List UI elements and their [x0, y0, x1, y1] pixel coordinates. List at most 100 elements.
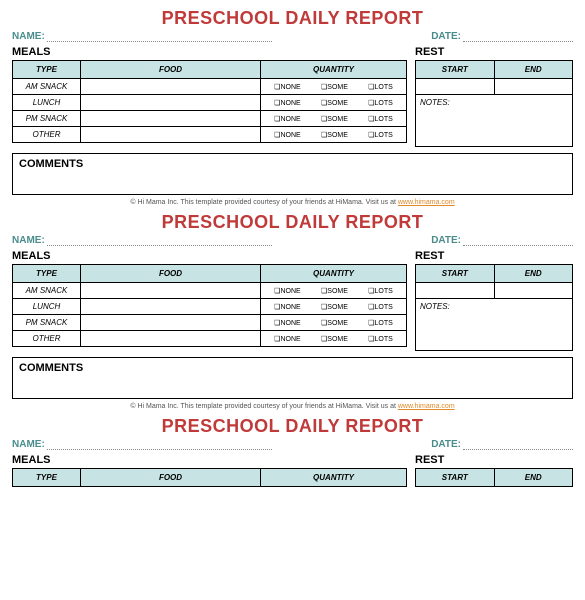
table-row: OTHER ❏NONE❏SOME❏LOTS: [13, 331, 407, 347]
meal-food[interactable]: [81, 111, 261, 127]
table-row: [416, 283, 573, 299]
meal-qty[interactable]: ❏NONE❏SOME❏LOTS: [261, 95, 407, 111]
meal-qty[interactable]: ❏NONE❏SOME❏LOTS: [261, 79, 407, 95]
date-line[interactable]: [463, 236, 573, 246]
name-label: NAME:: [12, 31, 45, 42]
date-line[interactable]: [463, 440, 573, 450]
footer-link[interactable]: www.himama.com: [398, 199, 455, 206]
comments-box[interactable]: COMMENTS: [12, 153, 573, 195]
table-row: NOTES:: [416, 95, 573, 147]
rest-header-row: START END: [416, 469, 573, 487]
rest-start[interactable]: [416, 79, 495, 95]
meals-table: TYPE FOOD QUANTITY AM SNACK ❏NONE❏SOME❏L…: [12, 60, 407, 143]
table-row: PM SNACK ❏NONE❏SOME❏LOTS: [13, 315, 407, 331]
comments-header: COMMENTS: [19, 158, 566, 170]
date-label: DATE:: [431, 439, 461, 450]
table-row: LUNCH ❏NONE❏SOME❏LOTS: [13, 299, 407, 315]
table-row: AM SNACK ❏NONE❏SOME❏LOTS: [13, 79, 407, 95]
table-row: AM SNACK ❏NONE❏SOME❏LOTS: [13, 283, 407, 299]
meal-type: OTHER: [13, 127, 81, 143]
comments-box[interactable]: COMMENTS: [12, 357, 573, 399]
col-food: FOOD: [81, 61, 261, 79]
meal-food[interactable]: [81, 299, 261, 315]
meal-food[interactable]: [81, 95, 261, 111]
date-field: DATE:: [431, 31, 573, 42]
meal-type: OTHER: [13, 331, 81, 347]
meal-qty[interactable]: ❏NONE❏SOME❏LOTS: [261, 315, 407, 331]
meal-food[interactable]: [81, 79, 261, 95]
col-start: START: [416, 469, 495, 487]
date-line[interactable]: [463, 32, 573, 42]
name-field: NAME:: [12, 31, 272, 42]
name-line[interactable]: [47, 32, 272, 42]
meals-table: TYPE FOOD QUANTITY: [12, 468, 407, 487]
comments-header: COMMENTS: [19, 362, 566, 374]
col-end: END: [494, 469, 573, 487]
report-title: PRESCHOOL DAILY REPORT: [12, 8, 573, 29]
name-field: NAME:: [12, 439, 272, 450]
table-row: OTHER ❏NONE❏SOME❏LOTS: [13, 127, 407, 143]
rest-section: REST START END NOTES:: [415, 250, 573, 351]
rest-start[interactable]: [416, 283, 495, 299]
rest-header: REST: [415, 46, 573, 58]
rest-end[interactable]: [494, 79, 573, 95]
col-type: TYPE: [13, 469, 81, 487]
meal-qty[interactable]: ❏NONE❏SOME❏LOTS: [261, 127, 407, 143]
rest-notes[interactable]: NOTES:: [416, 95, 573, 147]
meal-food[interactable]: [81, 331, 261, 347]
meals-header: MEALS: [12, 46, 407, 58]
col-quantity: QUANTITY: [261, 61, 407, 79]
rest-header-row: START END: [416, 265, 573, 283]
footer-link[interactable]: www.himama.com: [398, 403, 455, 410]
date-field: DATE:: [431, 235, 573, 246]
name-date-row: NAME: DATE:: [12, 439, 573, 450]
meals-section: MEALS TYPE FOOD QUANTITY: [12, 454, 407, 487]
meals-section: MEALS TYPE FOOD QUANTITY AM SNACK ❏NONE❏…: [12, 46, 407, 147]
meal-food[interactable]: [81, 283, 261, 299]
footer-credit: © Hi Mama Inc. This template provided co…: [12, 199, 573, 206]
date-field: DATE:: [431, 439, 573, 450]
meal-type: AM SNACK: [13, 79, 81, 95]
rest-table: START END NOTES:: [415, 264, 573, 351]
meal-qty[interactable]: ❏NONE❏SOME❏LOTS: [261, 299, 407, 315]
report-card: PRESCHOOL DAILY REPORT NAME: DATE: MEALS…: [12, 212, 573, 410]
meal-type: AM SNACK: [13, 283, 81, 299]
col-type: TYPE: [13, 61, 81, 79]
report-title: PRESCHOOL DAILY REPORT: [12, 416, 573, 437]
table-row: LUNCH ❏NONE❏SOME❏LOTS: [13, 95, 407, 111]
col-food: FOOD: [81, 469, 261, 487]
meals-section: MEALS TYPE FOOD QUANTITY AM SNACK ❏NONE❏…: [12, 250, 407, 351]
name-line[interactable]: [47, 440, 272, 450]
rest-section: REST START END: [415, 454, 573, 487]
meal-food[interactable]: [81, 127, 261, 143]
meals-rest-row: MEALS TYPE FOOD QUANTITY AM SNACK ❏NONE❏…: [12, 250, 573, 351]
meals-header: MEALS: [12, 250, 407, 262]
name-field: NAME:: [12, 235, 272, 246]
report-title: PRESCHOOL DAILY REPORT: [12, 212, 573, 233]
rest-end[interactable]: [494, 283, 573, 299]
rest-table: START END: [415, 468, 573, 487]
col-end: END: [494, 265, 573, 283]
meal-food[interactable]: [81, 315, 261, 331]
meal-type: PM SNACK: [13, 315, 81, 331]
rest-notes[interactable]: NOTES:: [416, 299, 573, 351]
col-end: END: [494, 61, 573, 79]
meal-type: PM SNACK: [13, 111, 81, 127]
date-label: DATE:: [431, 31, 461, 42]
rest-header: REST: [415, 454, 573, 466]
table-row: PM SNACK ❏NONE❏SOME❏LOTS: [13, 111, 407, 127]
meals-rest-row: MEALS TYPE FOOD QUANTITY REST START END: [12, 454, 573, 487]
footer-credit: © Hi Mama Inc. This template provided co…: [12, 403, 573, 410]
meal-qty[interactable]: ❏NONE❏SOME❏LOTS: [261, 283, 407, 299]
table-row: [416, 79, 573, 95]
report-card: PRESCHOOL DAILY REPORT NAME: DATE: MEALS…: [12, 8, 573, 206]
meals-header: MEALS: [12, 454, 407, 466]
rest-table: START END NOTES:: [415, 60, 573, 147]
name-line[interactable]: [47, 236, 272, 246]
col-start: START: [416, 265, 495, 283]
meals-header-row: TYPE FOOD QUANTITY: [13, 265, 407, 283]
meal-qty[interactable]: ❏NONE❏SOME❏LOTS: [261, 331, 407, 347]
report-card: PRESCHOOL DAILY REPORT NAME: DATE: MEALS…: [12, 416, 573, 487]
meal-qty[interactable]: ❏NONE❏SOME❏LOTS: [261, 111, 407, 127]
meals-header-row: TYPE FOOD QUANTITY: [13, 469, 407, 487]
